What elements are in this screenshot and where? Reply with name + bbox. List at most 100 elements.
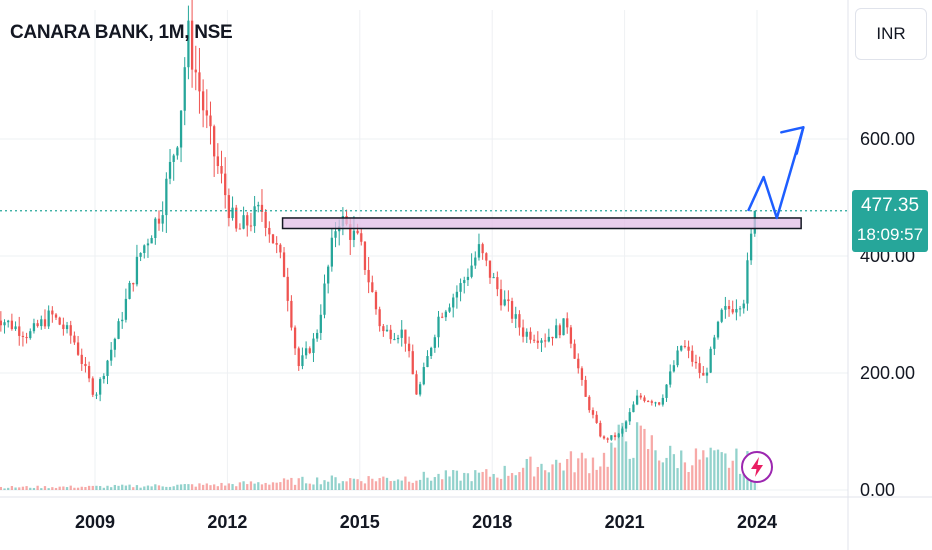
candle-body [95, 394, 98, 396]
volume-bar [201, 484, 205, 490]
volume-bar [514, 475, 517, 490]
volume-bar [709, 447, 712, 490]
candle-body [168, 161, 172, 179]
candle-body [459, 283, 462, 292]
volume-bar [47, 488, 50, 490]
candle-body [157, 218, 161, 224]
candle-body [746, 260, 749, 304]
candle-body [150, 237, 153, 244]
volume-bar [382, 476, 385, 490]
volume-bar [455, 470, 459, 490]
candle-body [179, 110, 183, 148]
volume-bar [117, 485, 120, 490]
candle-body [452, 297, 455, 308]
candle-body [18, 326, 21, 336]
volume-bar [558, 462, 562, 490]
currency-button[interactable]: INR [855, 8, 927, 60]
volume-bar [555, 459, 558, 490]
candle-body [441, 316, 444, 318]
candle-body [363, 241, 367, 270]
candle-body [132, 282, 135, 285]
y-tick-label: 200.00 [860, 363, 915, 383]
volume-bar [518, 472, 521, 490]
volume-bar [246, 484, 249, 490]
candle-body [352, 230, 356, 240]
x-axis[interactable]: 2009 2012 2015 2018 2021 2024 [75, 512, 777, 532]
volume-bar [95, 485, 98, 490]
resistance-zone-rect[interactable] [281, 217, 802, 230]
candle-body [235, 207, 238, 229]
lightning-badge[interactable] [741, 451, 773, 483]
volume-bar [143, 486, 146, 490]
volume-bar [73, 487, 76, 490]
candle-body [10, 320, 14, 330]
volume-bar [209, 485, 212, 490]
candle-body [676, 350, 679, 366]
projection-arrow[interactable] [747, 126, 805, 220]
volume-bar [121, 484, 124, 490]
candle-body [624, 421, 628, 429]
candle-body [128, 282, 131, 299]
candle-body [135, 256, 139, 285]
candle-body [172, 155, 175, 162]
candle-body [569, 327, 573, 344]
candle-body [113, 338, 117, 350]
candle-body [334, 231, 337, 238]
volume-bar [290, 477, 293, 490]
volume-bar [32, 487, 36, 490]
volume-bar [698, 459, 701, 490]
candle-body [124, 298, 128, 320]
volume-bar [62, 486, 65, 490]
candle-body [7, 320, 10, 323]
candle-body [437, 316, 440, 338]
volume-bar [602, 452, 606, 490]
volume-bar [363, 483, 367, 490]
volume-bar [345, 481, 348, 490]
volume-bar [510, 473, 514, 490]
volume-bar [7, 487, 10, 490]
volume-bar [25, 486, 28, 490]
candle-body [407, 343, 411, 352]
candle-body [62, 324, 65, 330]
volume-bar [407, 481, 411, 490]
candle-body [422, 367, 425, 385]
x-tick-label: 2009 [75, 512, 115, 532]
volume-bar [415, 480, 418, 490]
candle-body [705, 372, 709, 376]
volume-bar [624, 441, 628, 490]
resistance-zone[interactable] [281, 217, 802, 230]
volume-bar [235, 486, 238, 490]
projection-path[interactable] [747, 126, 805, 220]
candle-body [224, 173, 227, 196]
volume-bar [492, 473, 495, 490]
volume-bar [610, 442, 613, 490]
volume-bar [139, 487, 142, 490]
candle-body [242, 215, 245, 229]
candle-body [742, 303, 745, 309]
candle-body [400, 329, 403, 338]
volume-bar [220, 482, 223, 490]
candle-body [525, 331, 528, 337]
candle-body [190, 20, 194, 70]
y-tick-label: 600.00 [860, 129, 915, 149]
volume-bar [165, 486, 168, 490]
volume-bar [441, 479, 444, 490]
candle-body [327, 266, 330, 284]
volume-bar [253, 483, 256, 490]
volume-bar [227, 483, 231, 490]
candle-body [481, 244, 484, 254]
candle-body [702, 372, 705, 376]
candle-body [595, 414, 598, 423]
candle-body [573, 343, 576, 359]
volume-bar [238, 482, 242, 490]
volume-bar [18, 487, 21, 490]
candle-body [430, 347, 433, 357]
x-tick-label: 2015 [340, 512, 380, 532]
candle-body [698, 363, 701, 373]
candle-body [599, 422, 602, 437]
volume-bar [187, 484, 190, 490]
candle-body [724, 306, 727, 310]
